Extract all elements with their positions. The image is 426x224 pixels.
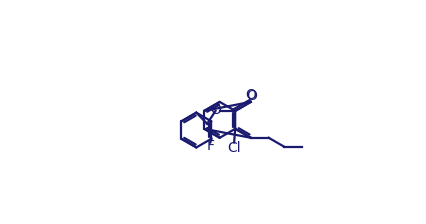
- Text: Cl: Cl: [227, 141, 241, 155]
- Text: O: O: [245, 88, 256, 102]
- Text: O: O: [210, 103, 221, 117]
- Text: O: O: [246, 89, 257, 103]
- Text: F: F: [206, 139, 214, 153]
